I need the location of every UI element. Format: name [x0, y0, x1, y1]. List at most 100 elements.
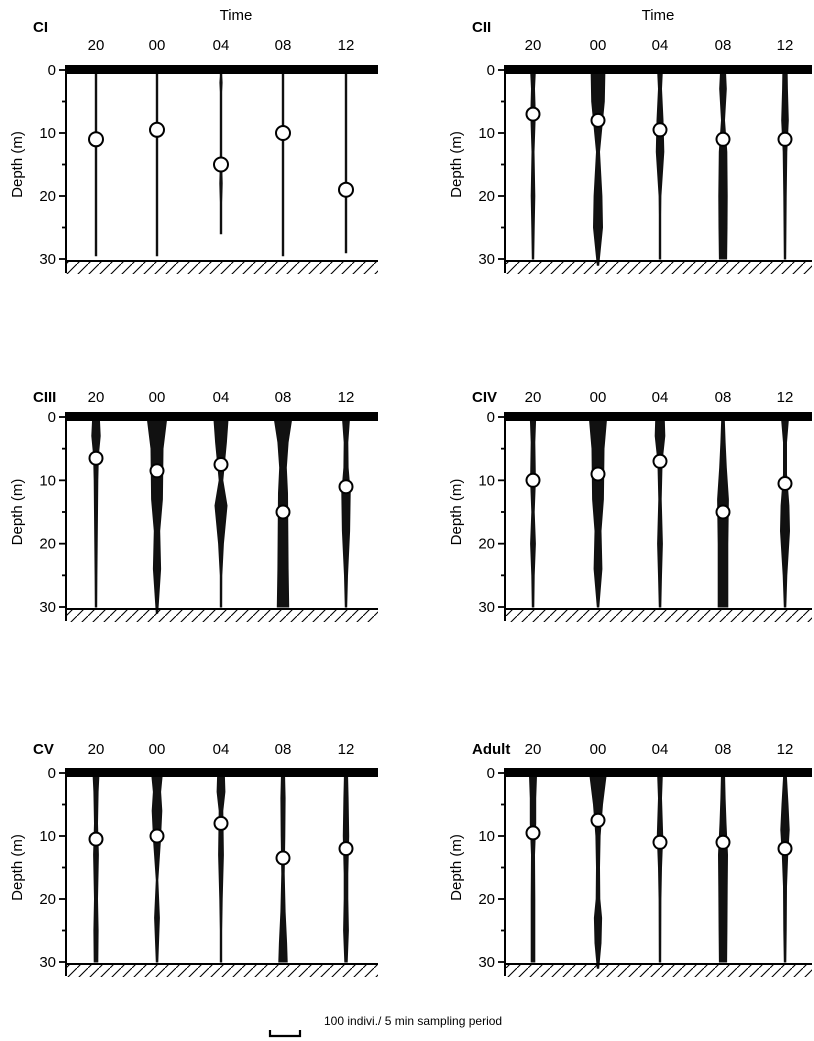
- mean-depth-marker-ci-08: [275, 125, 291, 141]
- depth-tick-label-30: 30: [39, 954, 56, 971]
- kite-ci-04: [219, 69, 223, 235]
- kite-civ-00: [588, 416, 608, 608]
- depth-tick-label-30: 30: [39, 251, 56, 268]
- mean-depth-marker-civ-00: [590, 466, 606, 482]
- panel-label: CI: [33, 19, 48, 36]
- kite-cii-12: [781, 69, 789, 260]
- time-tick-label-20: 20: [525, 741, 542, 758]
- time-axis-header: Time: [220, 7, 253, 24]
- panel-label: CV: [33, 741, 54, 758]
- kite-civ-20: [529, 416, 537, 608]
- scale-legend: 100 indivi./ 5 min sampling period: [268, 1014, 502, 1038]
- mean-depth-marker-ci-04: [213, 156, 229, 173]
- depth-axis-title: Depth (m): [9, 131, 26, 198]
- mean-depth-marker-adult-04: [652, 834, 668, 850]
- kite-ciii-04: [213, 416, 229, 608]
- seabed-hatching: [66, 262, 378, 274]
- kite-ciii-12: [341, 416, 351, 608]
- time-tick-label-04: 04: [213, 741, 230, 758]
- panel-label: CIII: [33, 389, 56, 406]
- panel-ciii: CIII 20 00 04 08 12 0 10 20 30 Depth (m): [9, 389, 378, 622]
- depth-tick-label-20: 20: [39, 536, 56, 553]
- time-tick-label-08: 08: [275, 37, 292, 54]
- mean-depth-marker-cii-08: [715, 131, 731, 147]
- seabed-hatching: [505, 610, 812, 622]
- depth-tick-label-10: 10: [478, 472, 495, 489]
- time-tick-label-12: 12: [338, 389, 355, 406]
- mean-depth-marker-ci-20: [88, 131, 104, 148]
- depth-tick-label-0: 0: [48, 765, 56, 782]
- scale-bar: [268, 1030, 302, 1038]
- depth-tick-label-10: 10: [39, 828, 56, 845]
- kite-adult-12: [780, 772, 790, 963]
- panel-label: CII: [472, 19, 491, 36]
- mean-depth-marker-adult-08: [715, 834, 731, 850]
- panel-cii: Time CII 20 00 04 08 12 0 10 20 30 Depth (m): [448, 7, 812, 274]
- time-tick-label-20: 20: [525, 389, 542, 406]
- time-tick-label-12: 12: [777, 389, 794, 406]
- depth-tick-label-30: 30: [478, 954, 495, 971]
- depth-axis-title: Depth (m): [9, 834, 26, 901]
- panel-label: CIV: [472, 389, 497, 406]
- depth-tick-label-20: 20: [39, 188, 56, 205]
- kite-ciii-20: [91, 416, 101, 608]
- mean-depth-marker-civ-08: [715, 504, 731, 520]
- time-tick-label-08: 08: [715, 389, 732, 406]
- mean-depth-marker-ciii-00: [149, 463, 165, 479]
- mean-depth-marker-cii-04: [652, 122, 668, 138]
- time-tick-label-20: 20: [88, 389, 105, 406]
- depth-tick-label-10: 10: [39, 472, 56, 489]
- mean-depth-marker-civ-04: [652, 453, 668, 469]
- kite-civ-12: [779, 416, 791, 608]
- time-tick-label-00: 00: [590, 741, 607, 758]
- kite-ci-00: [155, 69, 159, 257]
- mean-depth-marker-ciii-08: [275, 504, 291, 520]
- time-tick-label-04: 04: [213, 37, 230, 54]
- mean-depth-marker-civ-12: [777, 476, 793, 491]
- kite-adult-20: [528, 772, 538, 963]
- kite-cv-08: [278, 772, 288, 963]
- time-tick-label-20: 20: [525, 37, 542, 54]
- surface-bar: [505, 768, 812, 777]
- time-tick-label-08: 08: [275, 741, 292, 758]
- time-tick-label-04: 04: [652, 389, 669, 406]
- mean-depth-marker-adult-00: [590, 812, 606, 828]
- surface-bar: [66, 65, 378, 74]
- depth-tick-label-30: 30: [478, 251, 495, 268]
- depth-axis-title: Depth (m): [448, 834, 465, 901]
- mean-depth-marker-cv-12: [338, 841, 354, 857]
- depth-tick-label-10: 10: [478, 828, 495, 845]
- surface-bar: [505, 65, 812, 74]
- depth-tick-label-30: 30: [39, 599, 56, 616]
- surface-bar: [66, 768, 378, 777]
- time-tick-label-00: 00: [590, 389, 607, 406]
- kite-cv-12: [342, 772, 350, 963]
- kite-civ-04: [654, 416, 666, 608]
- depth-tick-label-20: 20: [478, 891, 495, 908]
- time-tick-label-20: 20: [88, 741, 105, 758]
- kite-cii-08: [718, 69, 728, 260]
- time-tick-label-00: 00: [149, 389, 166, 406]
- time-tick-label-00: 00: [149, 37, 166, 54]
- time-tick-label-12: 12: [777, 37, 794, 54]
- depth-tick-label-0: 0: [487, 62, 495, 79]
- mean-depth-marker-civ-20: [525, 472, 541, 488]
- depth-tick-label-0: 0: [48, 62, 56, 79]
- kite-ci-20: [94, 69, 98, 257]
- depth-tick-label-10: 10: [39, 125, 56, 142]
- mean-depth-marker-adult-12: [777, 841, 793, 857]
- panel-label: Adult: [472, 741, 510, 758]
- mean-depth-marker-adult-20: [525, 825, 541, 841]
- mean-depth-marker-cv-20: [88, 831, 104, 847]
- time-tick-label-04: 04: [213, 389, 230, 406]
- kite-ci-12: [344, 69, 348, 254]
- mean-depth-marker-cii-20: [525, 106, 541, 122]
- mean-depth-marker-ciii-20: [88, 450, 104, 466]
- mean-depth-marker-ciii-04: [213, 457, 229, 472]
- kite-ci-08: [281, 69, 285, 257]
- time-tick-label-12: 12: [777, 741, 794, 758]
- time-tick-label-04: 04: [652, 37, 669, 54]
- depth-axis-title: Depth (m): [448, 131, 465, 198]
- mean-depth-marker-ci-12: [338, 181, 354, 198]
